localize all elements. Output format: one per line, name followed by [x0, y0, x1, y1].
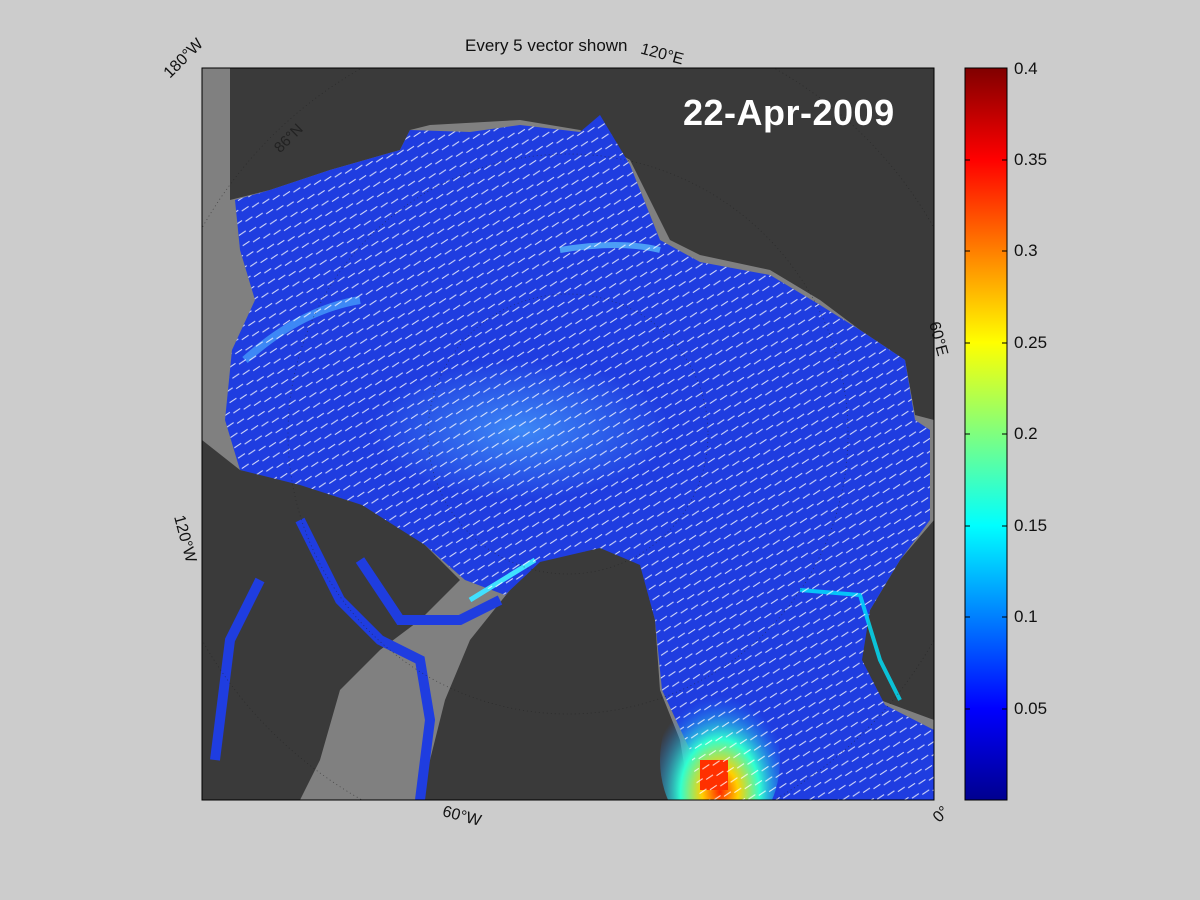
colorbar-tick-label: 0.15: [1014, 516, 1048, 535]
plot-title: Every 5 vector shown: [465, 36, 628, 55]
land-greenland: [420, 545, 690, 800]
colorbar-tick-label: 0.1: [1014, 607, 1038, 626]
colorbar-tick-label: 0.2: [1014, 424, 1038, 443]
graticule: [202, 68, 934, 800]
map-area: [202, 68, 934, 800]
land-mass: [230, 68, 934, 420]
colorbar-tick-label: 0.4: [1014, 59, 1038, 78]
colorbar-ticks: [965, 159, 1007, 710]
colorbar-tick-label: 0.3: [1014, 241, 1038, 260]
colorbar-tick-label: 0.25: [1014, 333, 1048, 352]
colorbar-tick-label: 0.05: [1014, 699, 1048, 718]
land-canada: [202, 440, 460, 800]
land-scandinavia: [860, 520, 934, 720]
colorbar-tick-label: 0.35: [1014, 150, 1048, 169]
colorbar: [964, 67, 1008, 801]
date-label: 22-Apr-2009: [683, 92, 895, 133]
map-frame: [201, 67, 935, 801]
archipelago-channels: [210, 517, 503, 800]
drift-vectors: [225, 115, 934, 800]
